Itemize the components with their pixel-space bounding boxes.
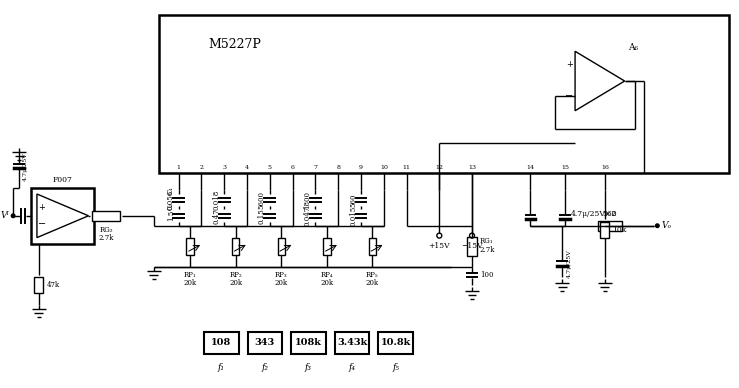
Text: C₂: C₂ — [167, 202, 174, 210]
Text: M5227P: M5227P — [208, 38, 262, 51]
Text: RG₂: RG₂ — [100, 226, 113, 234]
Text: 4.7μ/25V: 4.7μ/25V — [23, 152, 28, 181]
Circle shape — [11, 214, 15, 218]
Text: f₁: f₁ — [218, 364, 225, 372]
Text: 1: 1 — [177, 165, 180, 170]
Bar — [291, 332, 326, 353]
Text: 10.8k: 10.8k — [381, 338, 411, 347]
Bar — [600, 222, 609, 237]
Text: 10k: 10k — [612, 226, 626, 234]
Bar — [35, 277, 44, 293]
Text: 2.7k: 2.7k — [480, 246, 495, 255]
Bar — [92, 211, 120, 221]
Text: 8: 8 — [336, 165, 340, 170]
Text: C₁: C₁ — [167, 186, 174, 194]
Text: 20k: 20k — [320, 279, 333, 287]
Text: Vₒ: Vₒ — [661, 221, 671, 230]
Text: 14: 14 — [526, 165, 534, 170]
Text: 108k: 108k — [295, 338, 322, 347]
Text: 0.15: 0.15 — [258, 208, 266, 223]
Text: 13: 13 — [468, 165, 476, 170]
Text: RP₁: RP₁ — [184, 271, 197, 279]
Text: A₆: A₆ — [627, 43, 638, 52]
Text: 7: 7 — [313, 165, 318, 170]
Text: RG₁: RG₁ — [480, 237, 494, 244]
Text: −: − — [565, 91, 573, 101]
Text: 5600: 5600 — [258, 191, 266, 209]
Text: Vᴵ: Vᴵ — [1, 211, 9, 220]
Text: 2: 2 — [200, 165, 203, 170]
Text: 12: 12 — [435, 165, 443, 170]
Text: 2.7k: 2.7k — [98, 234, 114, 242]
Text: f₄: f₄ — [349, 364, 355, 372]
Bar — [278, 237, 285, 255]
Text: RP₅: RP₅ — [366, 271, 378, 279]
Bar — [369, 237, 376, 255]
Text: 11: 11 — [403, 165, 411, 170]
Text: −15V: −15V — [461, 242, 483, 249]
Text: 0.47: 0.47 — [212, 208, 220, 223]
Text: 20k: 20k — [183, 279, 197, 287]
Text: 15: 15 — [561, 165, 569, 170]
Text: 0.018: 0.018 — [212, 190, 220, 210]
Text: 0.047: 0.047 — [304, 206, 311, 226]
Text: +: + — [38, 203, 45, 212]
Text: 1.5: 1.5 — [167, 210, 174, 222]
Text: 560: 560 — [602, 210, 617, 218]
Bar — [378, 332, 413, 353]
Text: f₃: f₃ — [305, 364, 312, 372]
Circle shape — [655, 224, 659, 227]
Text: 0.015: 0.015 — [349, 206, 357, 226]
Text: 6: 6 — [290, 165, 295, 170]
Text: 108: 108 — [211, 338, 231, 347]
Bar — [232, 237, 239, 255]
Text: f₂: f₂ — [262, 364, 268, 372]
Bar — [466, 237, 477, 256]
Text: 4: 4 — [245, 165, 249, 170]
Text: 0.056: 0.056 — [167, 190, 174, 210]
Text: −: − — [38, 219, 46, 229]
Bar — [204, 332, 239, 353]
Text: 343: 343 — [255, 338, 275, 347]
Bar — [159, 15, 729, 173]
Text: 560: 560 — [349, 193, 357, 207]
Text: 20k: 20k — [366, 279, 379, 287]
Text: 3: 3 — [222, 165, 226, 170]
Bar — [248, 332, 282, 353]
Text: 5: 5 — [268, 165, 272, 170]
Text: +15V: +15V — [429, 242, 450, 249]
Bar — [335, 332, 370, 353]
Text: 20k: 20k — [275, 279, 287, 287]
Text: F007: F007 — [52, 176, 72, 184]
Text: f₅: f₅ — [392, 364, 399, 372]
Text: +: + — [566, 60, 573, 69]
Bar — [31, 188, 95, 244]
Bar — [323, 237, 330, 255]
Text: 10: 10 — [380, 165, 388, 170]
Text: 100: 100 — [480, 271, 494, 279]
Text: 4.7μ/25V×2: 4.7μ/25V×2 — [571, 210, 617, 218]
Text: RP₄: RP₄ — [321, 271, 333, 279]
Bar — [598, 221, 621, 231]
Bar — [186, 237, 194, 255]
Text: 16: 16 — [601, 165, 609, 170]
Text: 1800: 1800 — [304, 191, 311, 209]
Text: 3.43k: 3.43k — [337, 338, 367, 347]
Text: 20k: 20k — [229, 279, 242, 287]
Text: 9: 9 — [359, 165, 363, 170]
Text: 47k: 47k — [47, 281, 60, 289]
Text: RP₃: RP₃ — [275, 271, 287, 279]
Text: 4.7μ/25V: 4.7μ/25V — [567, 249, 572, 278]
Text: RP₂: RP₂ — [229, 271, 242, 279]
